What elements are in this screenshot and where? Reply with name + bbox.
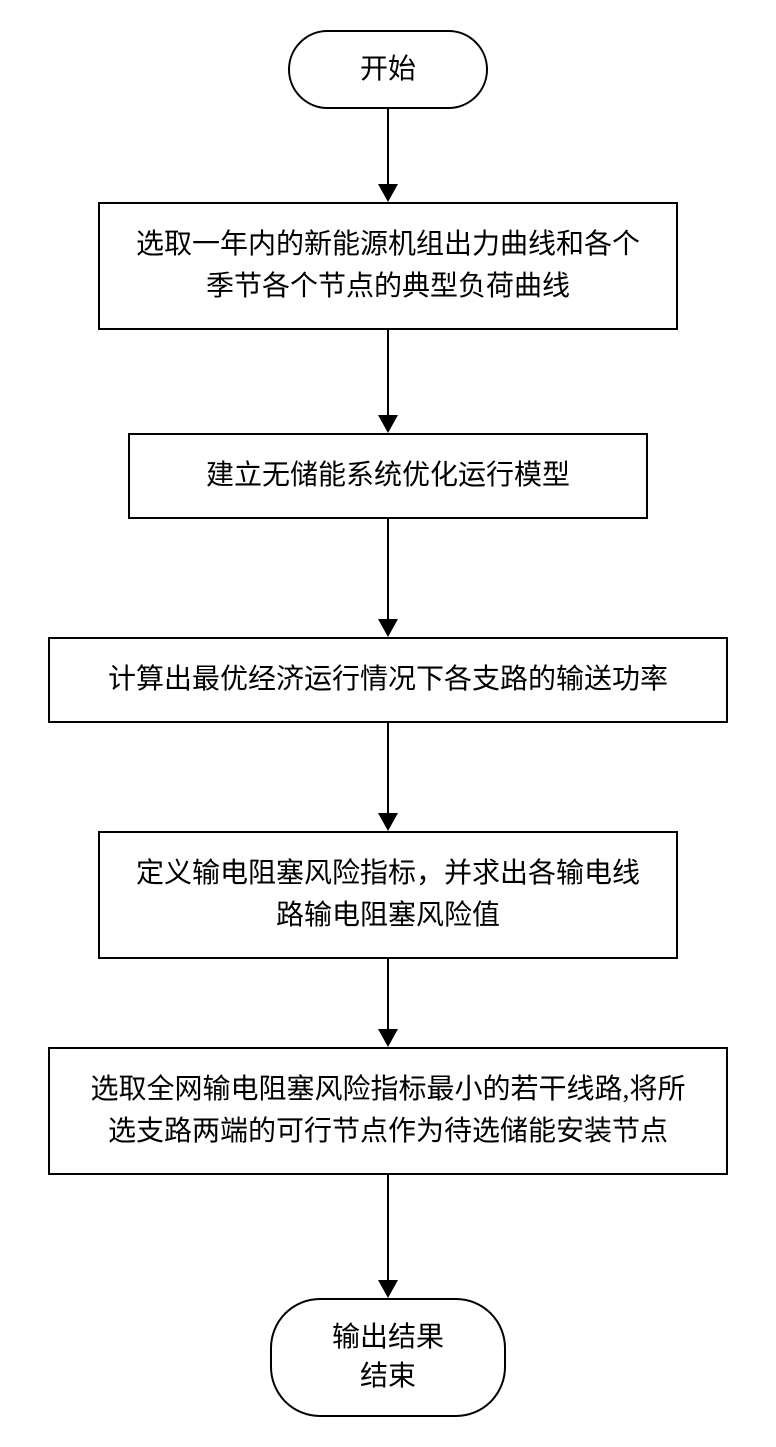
arrow-head-icon [378,619,398,637]
step1-label: 选取一年内的新能源机组出力曲线和各个季节各个节点的典型负荷曲线 [136,229,640,302]
arrow-2 [378,330,398,433]
step5-label: 选取全网输电阻塞风险指标最小的若干线路,将所选支路两端的可行节点作为待选储能安装… [90,1074,685,1147]
step2-node: 建立无储能系统优化运行模型 [128,433,648,519]
end-node: 输出结果 结束 [270,1298,506,1416]
arrow-head-icon [378,1280,398,1298]
step4-node: 定义输电阻塞风险指标，并求出各输电线路输电阻塞风险值 [98,831,678,959]
end-label-line1: 输出结果 [332,1318,444,1357]
step4-label: 定义输电阻塞风险指标，并求出各输电线路输电阻塞风险值 [136,858,640,931]
step5-node: 选取全网输电阻塞风险指标最小的若干线路,将所选支路两端的可行节点作为待选储能安装… [48,1047,728,1175]
arrow-5 [378,959,398,1047]
start-label: 开始 [360,54,416,85]
arrow-head-icon [378,813,398,831]
arrow-line [387,330,389,415]
arrow-head-icon [378,1029,398,1047]
arrow-line [387,1175,389,1280]
start-node: 开始 [288,30,488,109]
step3-node: 计算出最优经济运行情况下各支路的输送功率 [48,637,728,723]
end-label-line2: 结束 [332,1357,444,1396]
flowchart-container: 开始 选取一年内的新能源机组出力曲线和各个季节各个节点的典型负荷曲线 建立无储能… [38,30,738,1417]
step1-node: 选取一年内的新能源机组出力曲线和各个季节各个节点的典型负荷曲线 [98,202,678,330]
arrow-6 [378,1175,398,1298]
arrow-1 [378,109,398,202]
arrow-4 [378,723,398,831]
step2-label: 建立无储能系统优化运行模型 [206,460,570,491]
arrow-head-icon [378,415,398,433]
step3-label: 计算出最优经济运行情况下各支路的输送功率 [108,664,668,695]
arrow-line [387,723,389,813]
arrow-line [387,109,389,184]
arrow-line [387,519,389,619]
arrow-head-icon [378,184,398,202]
arrow-line [387,959,389,1029]
arrow-3 [378,519,398,637]
